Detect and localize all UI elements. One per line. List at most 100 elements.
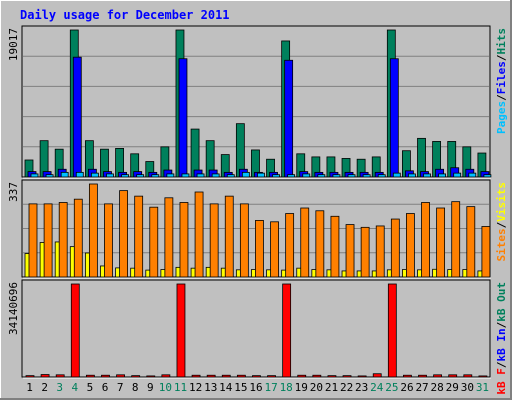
x-day-label-5: 5 [87, 381, 94, 394]
legend-item: kB Out [495, 282, 508, 322]
x-day-label-21: 21 [325, 381, 338, 394]
pages-bar-day-9 [151, 174, 160, 178]
files-bar-day-18 [284, 59, 294, 178]
pages-bar-day-27 [423, 173, 431, 178]
y-max-labels: 19017 337 34140696 [7, 28, 20, 335]
x-day-label-18: 18 [280, 381, 293, 394]
legend-item: Files [495, 61, 508, 94]
pages-bar-day-12 [196, 173, 205, 178]
x-day-label-13: 13 [204, 381, 217, 394]
x-day-label-2: 2 [41, 381, 48, 394]
pages-bar-day-17 [272, 174, 280, 178]
x-day-label-10: 10 [159, 381, 172, 394]
kbytes-bar-day-5 [85, 374, 95, 378]
legend-item: Pages [495, 101, 508, 134]
kbytes-bar-day-21 [327, 375, 337, 378]
kbytes-bar-day-4 [70, 283, 80, 378]
legend-panel-2: Sites/Visits [495, 182, 508, 262]
sites-bar-day-3 [58, 202, 68, 278]
pages-bar-day-20 [317, 174, 326, 178]
x-day-label-3: 3 [56, 381, 63, 394]
legend-panel-1: Pages/Files/Hits [495, 28, 508, 134]
kbytes-bar-day-27 [418, 374, 427, 378]
pages-bar-day-4 [75, 171, 84, 178]
pages-bar-day-26 [408, 173, 416, 178]
kbytes-bar-day-28 [433, 374, 443, 378]
pages-bar-day-5 [90, 172, 99, 178]
pages-bar-day-10 [166, 173, 175, 178]
x-day-label-17: 17 [264, 381, 277, 394]
kbytes-bar-day-31 [478, 375, 488, 378]
pages-bar-day-1 [30, 173, 39, 178]
sites-bar-day-1 [28, 203, 38, 278]
sites-bar-day-17 [270, 221, 279, 278]
pages-bar-day-3 [60, 171, 69, 178]
kbytes-bar-day-6 [101, 374, 110, 378]
kbytes-bar-day-11 [176, 283, 186, 378]
x-day-label-1: 1 [26, 381, 33, 394]
sites-bar-day-19 [300, 207, 310, 278]
chart-title: Daily usage for December 2011 [20, 8, 230, 22]
legend-item: Sites [495, 228, 508, 261]
kbytes-bar-day-12 [191, 374, 201, 378]
sites-bar-day-9 [149, 206, 159, 278]
kbytes-bar-day-9 [146, 375, 156, 378]
pages-bar-day-15 [241, 171, 250, 178]
kbytes-bar-day-29 [448, 374, 458, 378]
pages-bar-day-18 [287, 174, 296, 178]
kbytes-bar-day-19 [297, 374, 307, 378]
pages-bar-day-28 [438, 173, 447, 178]
x-day-label-7: 7 [117, 381, 124, 394]
x-day-label-31: 31 [476, 381, 489, 394]
sites-bar-day-2 [43, 203, 53, 278]
legend-item: / [495, 54, 508, 61]
sites-bar-day-28 [436, 207, 446, 278]
sites-bar-day-11 [179, 202, 189, 278]
x-day-label-9: 9 [147, 381, 154, 394]
legend-item: Visits [495, 182, 508, 222]
legend-item: kB In [495, 328, 508, 361]
pages-bar-day-13 [211, 173, 220, 178]
sites-bar-day-20 [315, 210, 325, 278]
x-day-label-12: 12 [189, 381, 202, 394]
sites-bar-day-26 [406, 213, 415, 278]
legend-item: kB F [495, 368, 508, 395]
legend-item: / [495, 361, 508, 368]
kbytes-bar-day-26 [403, 374, 412, 378]
kbytes-bar-day-15 [236, 374, 246, 378]
x-day-label-15: 15 [234, 381, 247, 394]
kbytes-bar-day-25 [387, 283, 397, 378]
sites-bar-day-15 [239, 203, 249, 278]
y-max-label-3: 34140696 [7, 282, 20, 335]
kbytes-bar-day-23 [357, 375, 367, 378]
sites-bar-day-23 [360, 226, 370, 278]
legend-panel-3: kB F/kB In/kB Out [495, 282, 508, 395]
kbytes-bar-day-30 [463, 374, 473, 378]
sites-bar-day-5 [88, 183, 98, 278]
sites-bar-day-10 [164, 197, 174, 278]
x-day-label-26: 26 [400, 381, 413, 394]
kbytes-bar-day-7 [116, 374, 125, 378]
x-day-label-23: 23 [355, 381, 368, 394]
x-day-label-4: 4 [72, 381, 79, 394]
y-max-label-2: 337 [7, 182, 20, 202]
files-bar-day-11 [178, 58, 188, 178]
pages-bar-day-22 [347, 174, 356, 178]
x-day-label-16: 16 [249, 381, 262, 394]
kbytes-bar-day-10 [161, 374, 171, 378]
x-day-label-30: 30 [461, 381, 474, 394]
sites-bar-day-14 [224, 195, 234, 278]
y-max-label-1: 19017 [7, 28, 20, 61]
legend-item: Hits [495, 28, 508, 55]
sites-bar-day-16 [255, 220, 264, 278]
sites-bar-day-22 [345, 224, 355, 278]
kbytes-bar-day-24 [372, 373, 382, 378]
sites-bar-day-12 [194, 191, 204, 278]
files-bar-day-4 [72, 56, 82, 178]
pages-bar-day-6 [106, 173, 114, 178]
x-day-label-27: 27 [415, 381, 428, 394]
kbytes-bar-day-3 [55, 374, 65, 378]
